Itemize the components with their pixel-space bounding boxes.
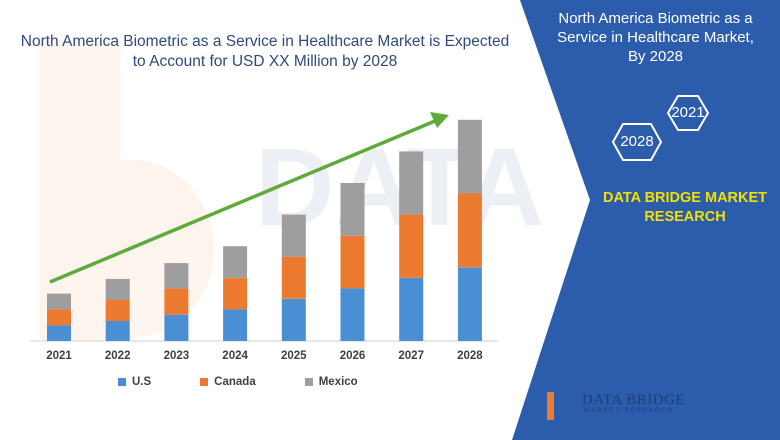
bar-canada-2022 [105,299,130,321]
legend-label-us: U.S [132,376,152,388]
hex-label-2028: 2028 [620,133,654,150]
bar-us-2022 [105,321,130,341]
bar-us-2027 [399,277,424,341]
legend-swatch-mexico [304,378,313,386]
legend-item-mexico: Mexico [304,376,358,388]
bar-us-2025 [281,298,306,341]
logo-name: DATA BRIDGE [582,392,686,408]
legend-swatch-canada [200,378,209,386]
bar-mexico-2026 [340,183,365,236]
bar-canada-2025 [281,256,306,299]
bar-mexico-2027 [399,151,424,215]
legend-label-mexico: Mexico [318,376,358,388]
bar-canada-2027 [399,214,424,278]
logo-tagline: MARKET RESEARCH [584,408,674,414]
x-tick-label-2026: 2026 [339,350,366,362]
bar-mexico-2021 [47,293,71,310]
bar-us-2028 [457,267,482,341]
bar-us-2021 [47,325,71,341]
legend-label-canada: Canada [214,376,256,388]
legend-swatch-us [118,378,126,386]
hexagon-2021 [666,95,710,131]
bar-mexico-2023 [164,263,189,289]
x-tick-label-2022: 2022 [104,350,131,362]
growth-arrow-head [430,112,449,128]
x-tick-label-2024: 2024 [222,350,248,362]
legend-item-us: U.S [118,376,151,388]
bar-mexico-2024 [223,246,248,278]
brand-name: DATA BRIDGE MARKET RESEARCH [602,190,768,225]
bar-canada-2024 [223,277,248,310]
bar-us-2026 [340,288,365,341]
legend: U.S Canada Mexico [118,376,407,388]
legend-item-canada: Canada [200,376,256,388]
bar-canada-2026 [340,235,365,289]
x-tick-label-2027: 2027 [398,350,424,362]
bar-canada-2023 [164,288,189,315]
bar-canada-2028 [457,193,482,268]
x-tick-label-2028: 2028 [457,350,483,362]
bar-mexico-2022 [105,278,130,300]
bar-us-2023 [164,314,189,341]
chart-title: North America Biometric as a Service in … [20,33,510,70]
right-panel [512,0,780,440]
hexagon-2028 [611,123,663,161]
bar-mexico-2025 [281,214,306,257]
bar-us-2024 [223,309,248,341]
hex-label-2021: 2021 [671,104,705,121]
x-tick-label-2025: 2025 [281,350,307,362]
bar-series-group [47,119,482,341]
bar-canada-2021 [47,309,71,326]
x-tick-label-2023: 2023 [163,350,190,362]
growth-arrow [49,119,436,284]
x-tick-label-2021: 2021 [46,350,72,362]
logo-mark [547,392,569,424]
panel-title: North America Biometric as a Service in … [557,10,754,65]
bar-mexico-2028 [457,119,482,194]
